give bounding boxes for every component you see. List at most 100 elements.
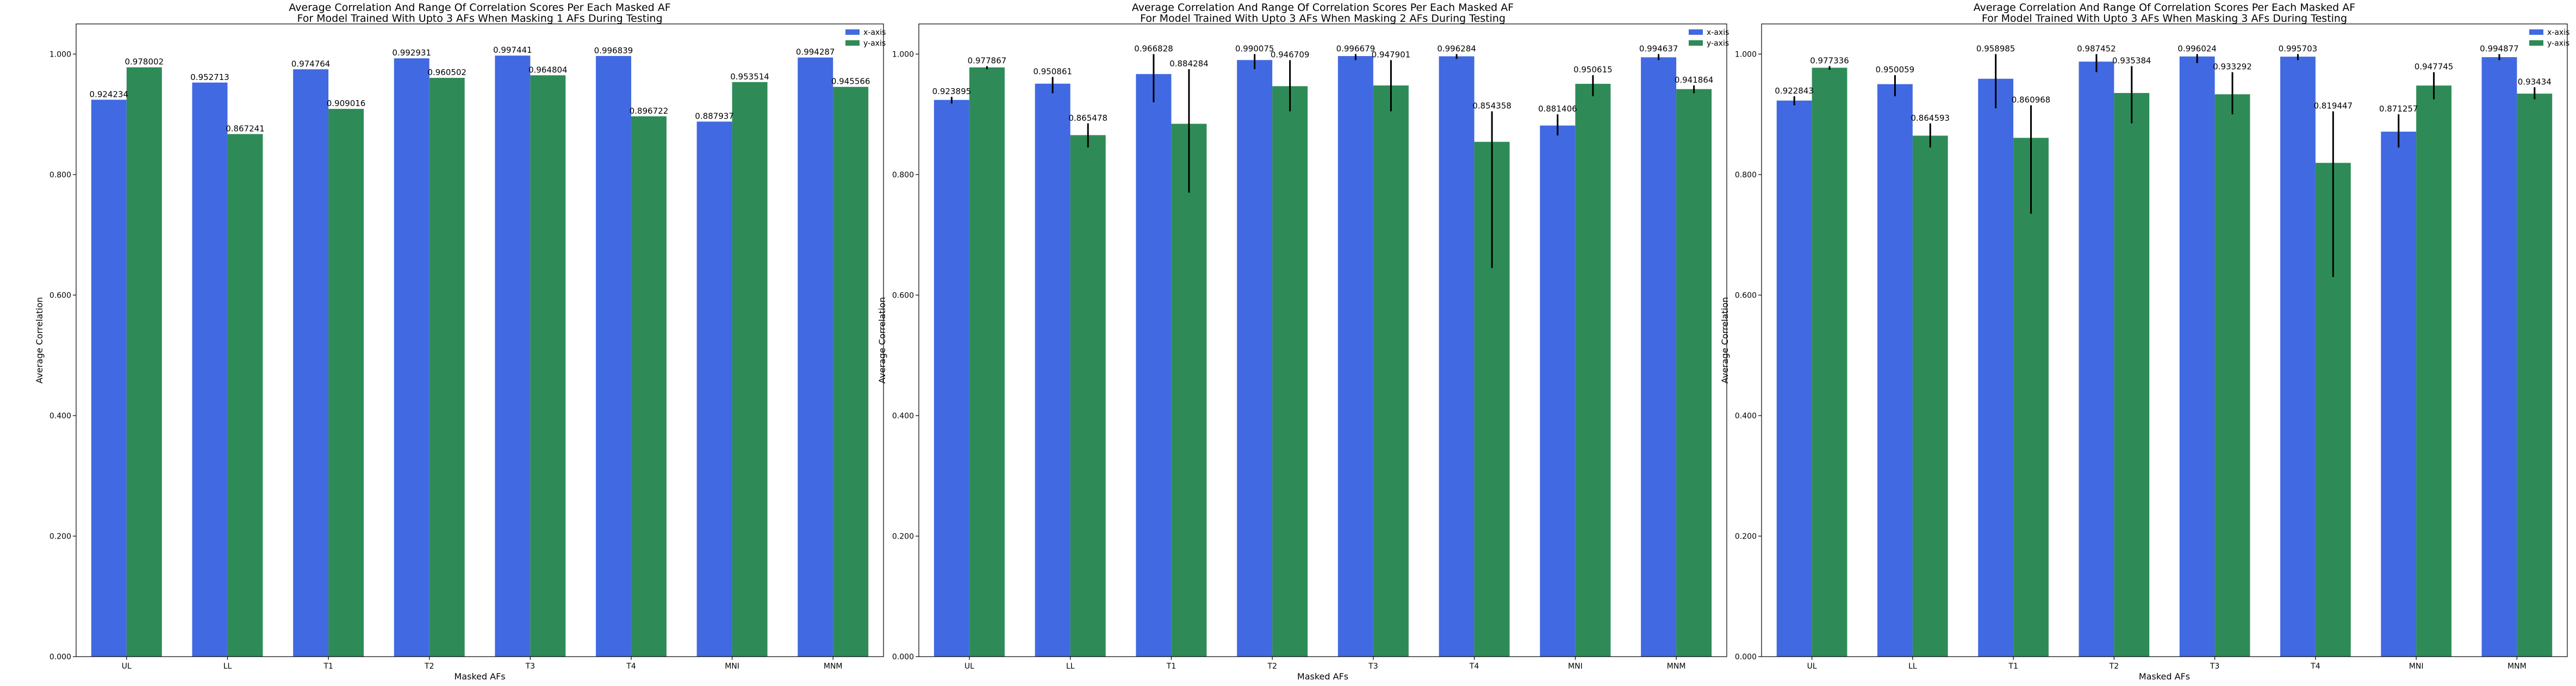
data-label-y-axis-MNM: 0.945566 <box>831 77 870 86</box>
y-tick-label: 0.000 <box>892 653 914 662</box>
bar-x-axis-MNI <box>2381 131 2417 657</box>
plot-frame <box>1761 23 2568 657</box>
y-tick-label: 0.800 <box>1735 171 1757 180</box>
x-axis-label: Masked AFs <box>1297 671 1348 682</box>
data-label-x-axis-UL: 0.923895 <box>932 86 972 96</box>
x-tick-label: T3 <box>1368 662 1378 671</box>
y-tick-label: 0.200 <box>892 532 914 541</box>
legend-label-y-axis: y-axis <box>863 39 886 48</box>
x-tick-label: MNI <box>1568 662 1583 671</box>
y-tick-label: 0.400 <box>49 412 71 421</box>
data-label-y-axis-LL: 0.867241 <box>226 123 265 133</box>
x-tick-label: MNM <box>2507 662 2527 671</box>
bar-x-axis-T2 <box>394 58 430 657</box>
plot-frame <box>918 23 1727 657</box>
legend-swatch-x-axis <box>1689 29 1703 35</box>
bar-y-axis-MNI <box>1575 84 1611 657</box>
bar-y-axis-T1 <box>1171 123 1207 657</box>
bar-y-axis-T2 <box>2114 92 2150 657</box>
bar-y-axis-T2 <box>429 78 465 657</box>
bar-x-axis-MNM <box>1641 57 1677 657</box>
chart-panel-3: Average Correlation And Range Of Correla… <box>1720 2 2569 682</box>
x-tick-label: T4 <box>2310 662 2320 671</box>
data-label-x-axis-T3: 0.996679 <box>1336 44 1376 53</box>
bar-y-axis-MNM <box>2517 94 2553 657</box>
data-label-x-axis-MNM: 0.994287 <box>796 47 835 57</box>
bar-x-axis-MNI <box>696 121 732 657</box>
data-label-x-axis-T1: 0.958985 <box>1976 44 2015 53</box>
chart-subtitle: For Model Trained With Upto 3 AFs When M… <box>297 13 662 24</box>
data-label-y-axis-T1: 0.909016 <box>327 98 366 108</box>
data-label-y-axis-MNM: 0.93434 <box>2518 77 2552 86</box>
data-label-x-axis-MNI: 0.881406 <box>1538 104 1577 114</box>
y-tick-label: 0.000 <box>49 653 71 662</box>
y-axis-label: Average Correlation <box>1720 297 1730 384</box>
data-label-x-axis-MNM: 0.994877 <box>2480 44 2519 53</box>
x-axis-label: Masked AFs <box>2139 671 2190 682</box>
data-label-x-axis-T3: 0.996024 <box>2177 44 2217 53</box>
bar-y-axis-UL <box>126 67 162 657</box>
bar-y-axis-T1 <box>328 109 364 657</box>
legend-swatch-x-axis <box>845 29 860 35</box>
bar-y-axis-LL <box>1912 135 1948 657</box>
y-axis-label: Average Correlation <box>877 297 887 384</box>
x-tick-label: MNI <box>2409 662 2424 671</box>
x-tick-label: UL <box>1807 662 1817 671</box>
legend: x-axis y-axis <box>2529 28 2569 48</box>
data-label-x-axis-MNI: 0.887937 <box>695 112 734 121</box>
bar-x-axis-LL <box>192 82 228 657</box>
bar-y-axis-T3 <box>1373 85 1409 657</box>
x-tick-label: T1 <box>323 662 333 671</box>
bar-x-axis-T3 <box>495 55 531 657</box>
data-label-y-axis-UL: 0.977336 <box>1810 56 1849 66</box>
bar-y-axis-LL <box>1070 135 1106 657</box>
bar-y-axis-T4 <box>631 116 667 657</box>
data-label-x-axis-T4: 0.996839 <box>594 46 633 55</box>
bar-x-axis-MNM <box>798 57 833 657</box>
x-tick-label: LL <box>223 662 232 671</box>
data-label-y-axis-T4: 0.896722 <box>630 106 669 116</box>
x-tick-label: T1 <box>2008 662 2018 671</box>
bar-x-axis-T3 <box>1337 56 1373 657</box>
x-tick-label: UL <box>122 662 132 671</box>
bar-x-axis-UL <box>1776 100 1812 657</box>
legend-label-y-axis: y-axis <box>1707 39 1729 48</box>
data-label-y-axis-LL: 0.865478 <box>1068 113 1107 123</box>
legend-label-x-axis: x-axis <box>863 28 886 37</box>
y-tick-label: 0.400 <box>1735 412 1757 421</box>
legend: x-axis y-axis <box>1689 28 1729 48</box>
chart-subtitle: For Model Trained With Upto 3 AFs When M… <box>1982 13 2347 24</box>
bar-x-axis-T1 <box>293 69 329 657</box>
y-tick-label: 0.600 <box>892 291 914 300</box>
y-tick-label: 0.200 <box>49 532 71 541</box>
data-label-x-axis-T4: 0.995703 <box>2279 44 2318 53</box>
legend-label-x-axis: x-axis <box>1707 28 1729 37</box>
data-label-y-axis-T3: 0.947901 <box>1372 50 1411 59</box>
legend-label-y-axis: y-axis <box>2547 39 2569 48</box>
bar-x-axis-T4 <box>1439 56 1474 657</box>
y-tick-label: 0.800 <box>892 171 914 180</box>
data-label-x-axis-LL: 0.950059 <box>1876 65 1915 75</box>
bar-x-axis-T1 <box>1136 74 1172 657</box>
data-label-x-axis-LL: 0.952713 <box>190 72 229 82</box>
data-label-y-axis-UL: 0.978002 <box>125 57 164 67</box>
bar-x-axis-UL <box>91 100 127 657</box>
bar-y-axis-T1 <box>2013 138 2049 657</box>
bar-y-axis-MNM <box>833 86 869 657</box>
bar-x-axis-T4 <box>2280 57 2316 657</box>
data-label-y-axis-MNM: 0.941864 <box>1675 75 1714 85</box>
data-label-y-axis-UL: 0.977867 <box>968 56 1007 66</box>
y-tick-label: 1.000 <box>1735 50 1757 59</box>
data-label-x-axis-UL: 0.922843 <box>1775 86 1814 96</box>
x-tick-label: LL <box>1066 662 1075 671</box>
bar-x-axis-T1 <box>1978 78 2014 657</box>
chart-panel-2: Average Correlation And Range Of Correla… <box>877 2 1729 682</box>
data-label-y-axis-MNI: 0.953514 <box>730 72 769 82</box>
data-label-y-axis-T4: 0.854358 <box>1472 101 1511 111</box>
data-label-x-axis-T2: 0.990075 <box>1235 44 1274 53</box>
data-label-y-axis-MNI: 0.950615 <box>1573 65 1613 75</box>
y-tick-label: 1.000 <box>49 50 71 59</box>
bar-y-axis-MNI <box>732 82 768 657</box>
chart-title: Average Correlation And Range Of Correla… <box>1974 2 2355 14</box>
